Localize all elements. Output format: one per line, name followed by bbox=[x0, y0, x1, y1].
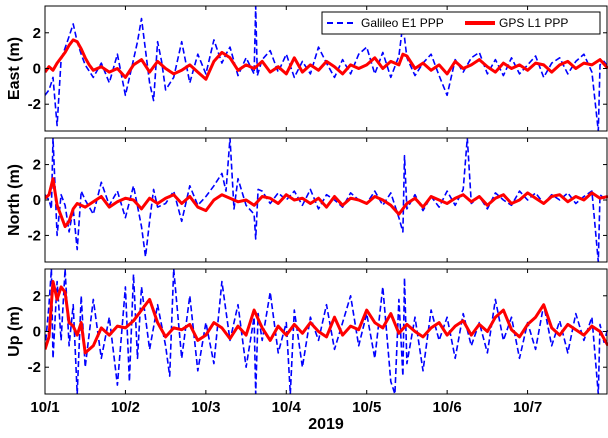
x-tick-label: 10/5 bbox=[352, 399, 381, 416]
y-tick-label: 0 bbox=[33, 324, 41, 341]
panel-north: -2 0 2 North (m) bbox=[6, 137, 608, 263]
x-axis-ticks: 10/1 10/2 10/3 10/4 10/5 10/6 10/7 bbox=[30, 399, 542, 416]
legend: Galileo E1 PPP GPS L1 PPP bbox=[321, 11, 601, 35]
panel-up: -2 0 2 Up (m) bbox=[6, 268, 608, 395]
x-tick-label: 10/2 bbox=[111, 399, 140, 416]
series-line-gps-l1-ppp bbox=[45, 280, 608, 355]
y-tick-label: 2 bbox=[33, 288, 41, 305]
series-line-gps-l1-ppp bbox=[45, 38, 608, 81]
legend-galileo-label: Galileo E1 PPP bbox=[361, 16, 444, 30]
y-axis-label-north: North (m) bbox=[6, 164, 23, 236]
y-tick-label: 2 bbox=[33, 25, 41, 42]
y-tick-label: -2 bbox=[28, 96, 41, 113]
x-tick-label: 10/7 bbox=[513, 399, 542, 416]
y-tick-label: 0 bbox=[33, 61, 41, 78]
y-tick-label: -2 bbox=[28, 227, 41, 244]
y-tick-label: 2 bbox=[33, 157, 41, 174]
x-axis-label: 2019 bbox=[308, 416, 344, 433]
x-tick-label: 10/4 bbox=[272, 399, 302, 416]
y-axis-label-east: East (m) bbox=[6, 37, 23, 100]
series-line-galileo-e1-ppp bbox=[45, 6, 608, 131]
y-axis-label-up: Up (m) bbox=[6, 306, 23, 357]
chart-panels: -2 0 2 East (m) -2 0 2 North (m) -2 0 2 Up (m) bbox=[6, 5, 608, 395]
x-tick-label: 10/6 bbox=[433, 399, 462, 416]
series-line-galileo-e1-ppp bbox=[45, 269, 608, 394]
legend-box bbox=[321, 11, 601, 35]
legend-gps-label: GPS L1 PPP bbox=[499, 16, 568, 30]
series-line-gps-l1-ppp bbox=[45, 177, 608, 229]
panel-east: -2 0 2 East (m) bbox=[6, 5, 608, 132]
y-tick-label: -2 bbox=[28, 359, 41, 376]
x-tick-label: 10/3 bbox=[191, 399, 220, 416]
x-tick-label: 10/1 bbox=[30, 399, 59, 416]
y-tick-label: 0 bbox=[33, 192, 41, 209]
